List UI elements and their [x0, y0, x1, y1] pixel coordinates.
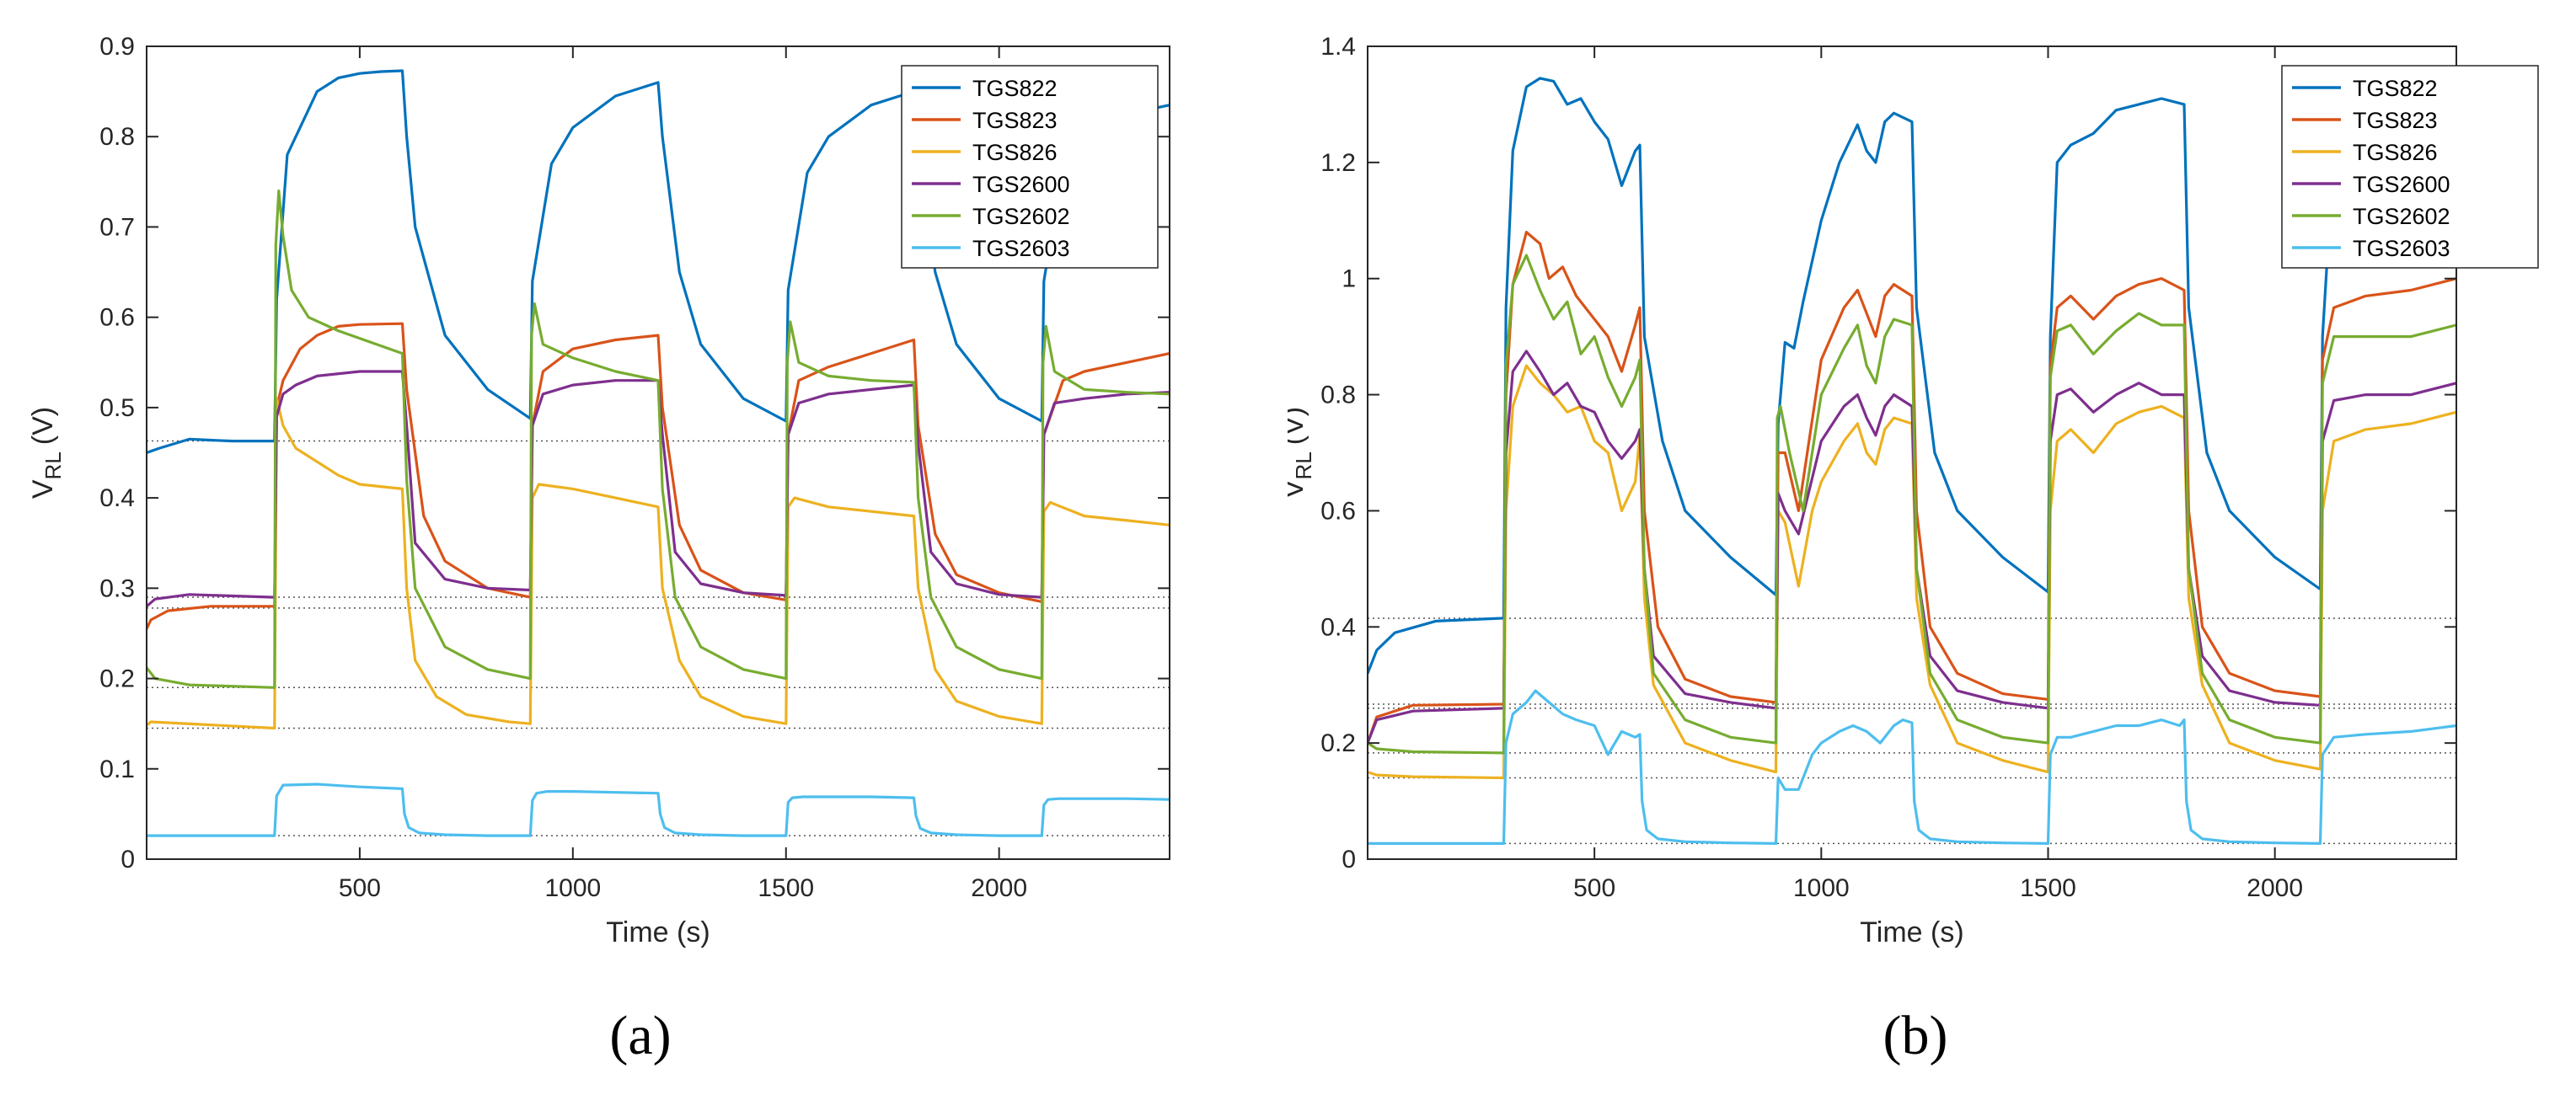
- x-tick-label: 500: [1573, 874, 1615, 902]
- y-tick-label: 0.2: [1320, 729, 1356, 757]
- legend-label-tgs822: TGS822: [972, 76, 1058, 101]
- panel-label-b: (b): [1882, 1005, 1948, 1066]
- x-tick-label: 500: [339, 874, 381, 902]
- series-line-tgs822: [147, 69, 1170, 455]
- series-line-tgs2602: [147, 190, 1170, 689]
- panel-label-a: (a): [609, 1005, 672, 1066]
- y-tick-label: 0.6: [99, 304, 135, 332]
- y-axis-label-main: V: [27, 479, 59, 499]
- y-tick-label: 0: [1342, 846, 1356, 873]
- x-tick-label: 1500: [2020, 874, 2076, 902]
- series-line-tgs2602: [1368, 254, 2456, 755]
- y-axis-label-main: V: [1288, 479, 1309, 499]
- y-axis-label-unit: (V): [27, 407, 59, 445]
- series-line-tgs2603: [147, 783, 1170, 837]
- y-tick-label: 1.4: [1320, 33, 1356, 61]
- y-axis-label: VRL (V): [1288, 407, 1316, 499]
- y-tick-label: 0.8: [1320, 382, 1356, 409]
- y-tick-label: 0.1: [99, 756, 135, 783]
- legend-label-tgs823: TGS823: [2353, 108, 2438, 133]
- legend-label-tgs2603: TGS2603: [972, 236, 1070, 261]
- y-axis-label: VRL (V): [27, 407, 66, 499]
- y-tick-label: 0.5: [99, 394, 135, 422]
- y-axis-label-sub: RL: [40, 451, 66, 479]
- y-tick-label: 0.9: [99, 33, 135, 61]
- series-line-tgs826: [147, 397, 1170, 730]
- y-tick-label: 0.6: [1320, 497, 1356, 525]
- legend-label-tgs2603: TGS2603: [2353, 236, 2450, 261]
- chart-a-svg: 0 0.1 0.2 0.3 0.4 0.5 0.6 0.7 0.8 0.9 500 1000 1500 2…: [27, 33, 1170, 948]
- y-tick-label: 0: [120, 846, 135, 873]
- chart-panel-b: 0 0.2 0.4 0.6 0.8 1 1.2 1.4 500 1000 1500 2000 Time …: [1288, 0, 2575, 1095]
- y-tick-label: 0.2: [99, 665, 135, 693]
- series-group: [147, 69, 1170, 837]
- chart-panel-a: 0 0.1 0.2 0.3 0.4 0.5 0.6 0.7 0.8 0.9 500 1000 1500 2…: [27, 33, 1170, 1066]
- legend-label-tgs826: TGS826: [972, 140, 1058, 165]
- legend-label-tgs2602: TGS2602: [2353, 204, 2450, 229]
- series-line-tgs823: [147, 322, 1170, 631]
- legend-label-tgs826: TGS826: [2353, 140, 2438, 165]
- y-tick-label: 0.4: [99, 484, 135, 512]
- y-tick-label: 1.2: [1320, 149, 1356, 177]
- series-line-tgs822: [1368, 77, 2456, 675]
- legend-box: [2281, 65, 2539, 269]
- y-axis-label-sub: RL: [1291, 451, 1316, 479]
- legend-label-tgs2600: TGS2600: [2353, 172, 2450, 197]
- legend-label-tgs2602: TGS2602: [972, 204, 1070, 229]
- legend-label-tgs823: TGS823: [972, 108, 1058, 133]
- axes-box: [1367, 45, 2457, 860]
- x-axis-label: Time (s): [1860, 916, 1963, 948]
- legend-box: [901, 65, 1159, 269]
- x-tick-label: 1000: [1793, 874, 1850, 902]
- y-tick-label: 0.3: [99, 574, 135, 602]
- x-axis-label: Time (s): [606, 916, 710, 948]
- series-group: [1368, 77, 2456, 845]
- x-tick-label: 1500: [758, 874, 814, 902]
- axes-box: [146, 45, 1170, 860]
- y-axis-label-unit: (V): [1288, 407, 1309, 445]
- chart-b-svg: 0 0.2 0.4 0.6 0.8 1 1.2 1.4 500 1000 1500 2000 Time …: [1288, 33, 2539, 948]
- x-tick-label: 1000: [544, 874, 601, 902]
- x-tick-label: 2000: [2247, 874, 2303, 902]
- y-tick-label: 0.7: [99, 213, 135, 241]
- legend-label-tgs2600: TGS2600: [972, 172, 1070, 197]
- legend-label-tgs822: TGS822: [2353, 76, 2438, 101]
- series-line-tgs2603: [1368, 689, 2456, 845]
- y-tick-label: 1: [1342, 265, 1356, 293]
- x-tick-label: 2000: [971, 874, 1027, 902]
- y-tick-label: 0.4: [1320, 613, 1356, 641]
- y-tick-label: 0.8: [99, 123, 135, 151]
